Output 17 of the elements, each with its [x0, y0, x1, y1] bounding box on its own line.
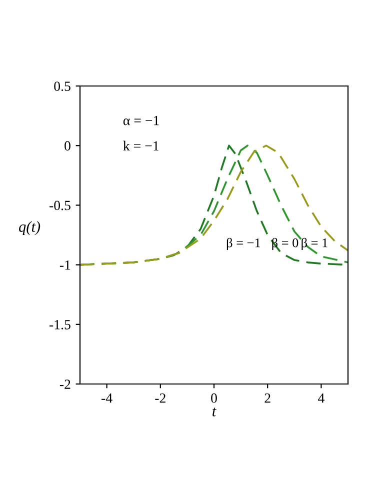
y-tick-label: -1: [60, 260, 70, 270]
x-axis-title: t: [212, 408, 216, 416]
y-tick-label: -0.5: [50, 200, 70, 210]
y-tick-label: 0.5: [54, 82, 70, 92]
annotation: k = −1: [123, 140, 159, 150]
x-tick-label: -4: [102, 394, 112, 403]
x-tick-label: 4: [318, 394, 324, 403]
x-tick-label: -2: [155, 393, 166, 403]
y-tick-label: -2: [60, 380, 70, 389]
y-tick-label: -1.5: [50, 320, 70, 330]
annotation: β = 1: [302, 238, 328, 250]
annotation: α = −1: [123, 116, 159, 126]
x-tick-label: 0: [211, 393, 217, 403]
y-axis-title: q(t): [19, 221, 40, 235]
x-tick-label: 2: [264, 393, 270, 403]
annotation: β = −1: [226, 238, 260, 250]
y-tick-label: 0: [64, 141, 70, 151]
